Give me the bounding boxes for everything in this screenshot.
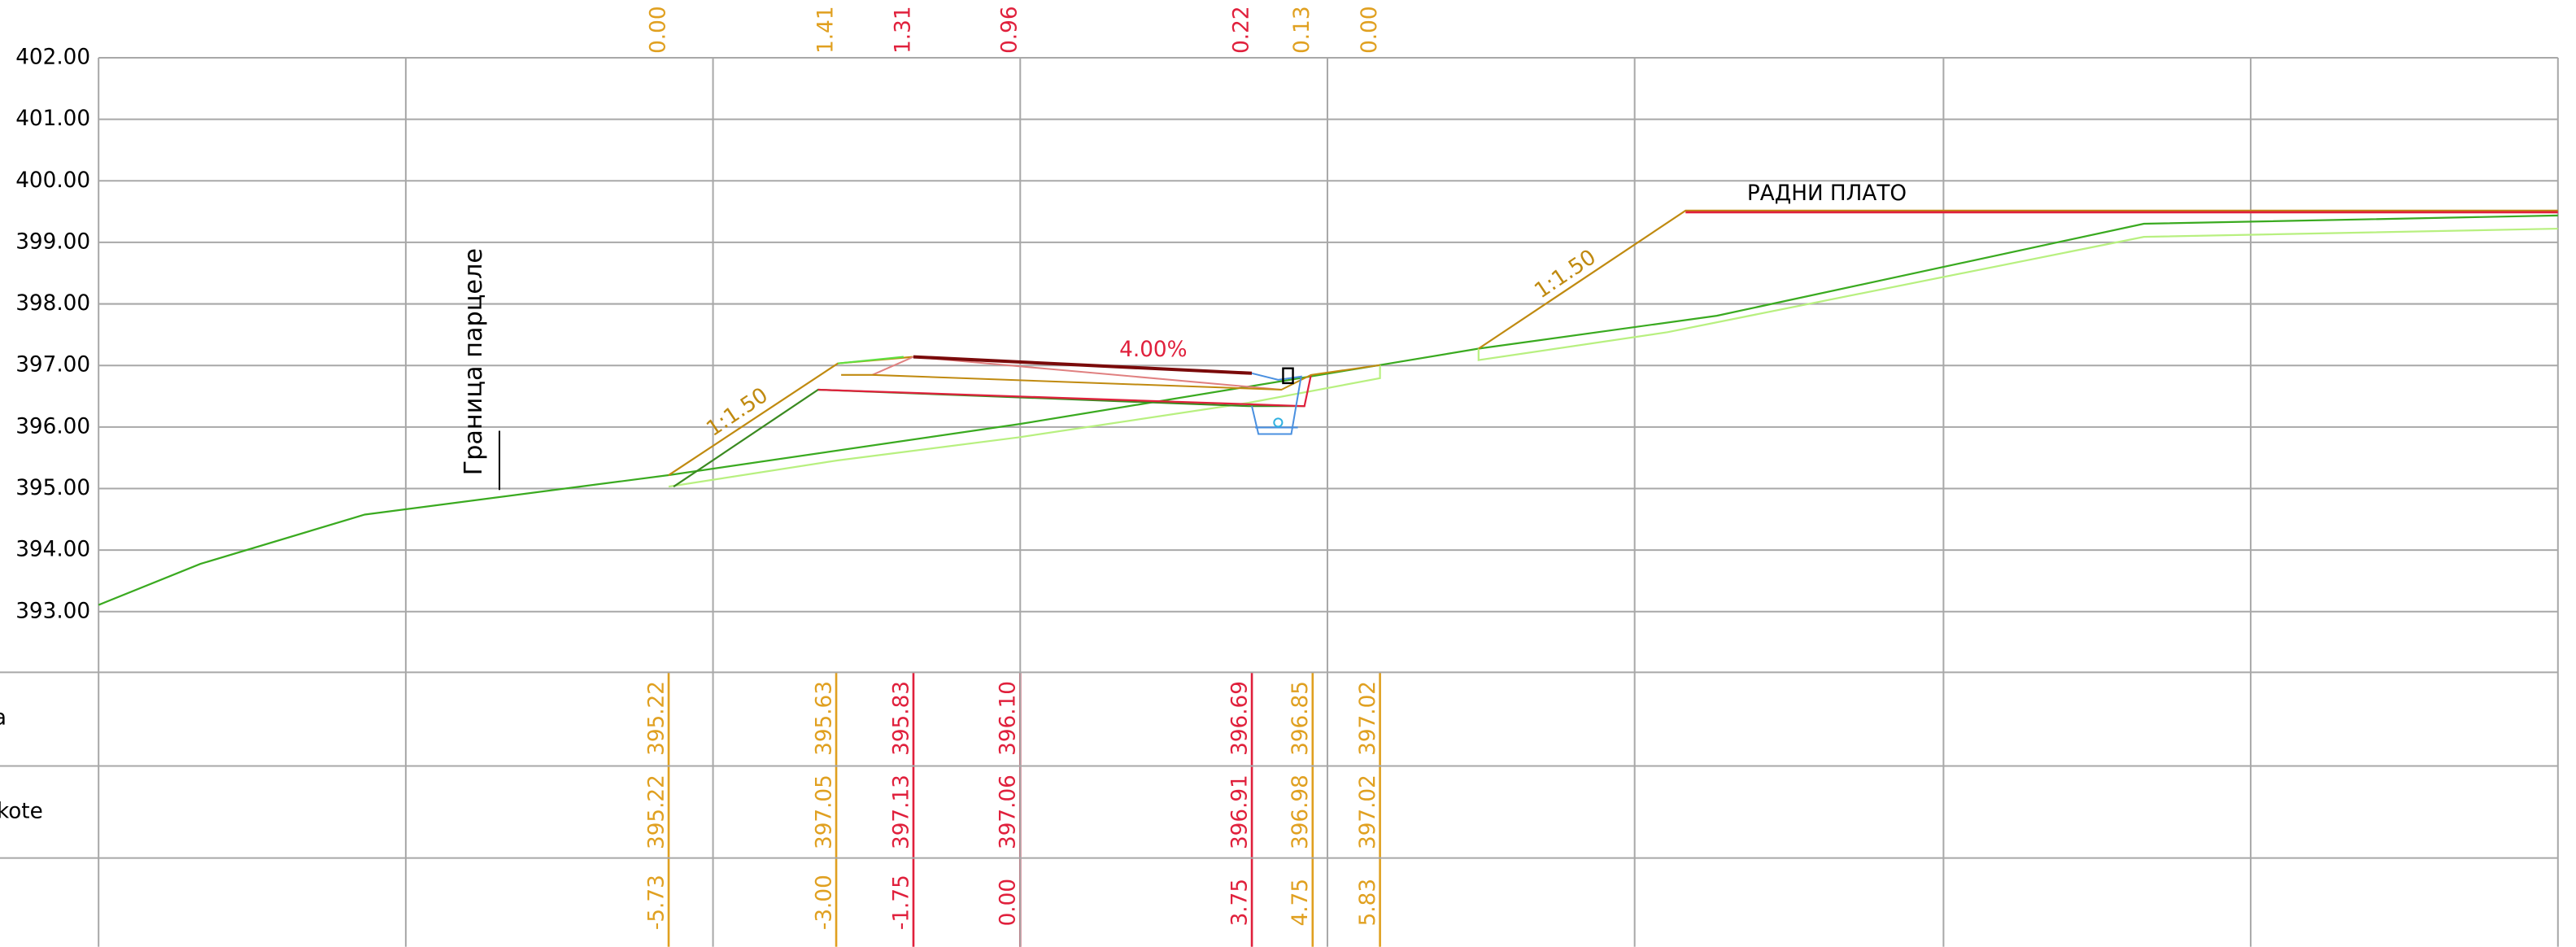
row-value: 0.00 (996, 879, 1021, 926)
top-label: 0.00 (1358, 6, 1382, 53)
layer-2 (841, 364, 1380, 391)
row-value: 396.10 (996, 681, 1021, 756)
ground-lines (98, 209, 2558, 606)
row-value: -1.75 (889, 875, 913, 930)
row-value: 396.69 (1227, 681, 1252, 756)
axis-label: 397.00 (15, 353, 90, 377)
curb (1282, 367, 1294, 385)
row-value: 395.22 (644, 775, 669, 849)
axis-label: 395.00 (15, 476, 90, 500)
row-value: 397.06 (996, 775, 1021, 849)
axis-label: 399.00 (15, 229, 90, 254)
row-value: 396.91 (1227, 775, 1252, 849)
top-label: 1.41 (813, 6, 838, 53)
top-label: 0.96 (998, 6, 1022, 53)
row-value: 396.98 (1288, 775, 1313, 849)
row-value: 395.63 (812, 681, 836, 756)
row-value: 397.02 (1356, 775, 1380, 849)
row-value: 397.02 (1356, 681, 1380, 756)
terrain-lower (668, 364, 1381, 488)
axis-label: 401.00 (15, 107, 90, 131)
row-value: 395.83 (889, 681, 913, 756)
row-value: 5.83 (1356, 879, 1380, 926)
row-value: 3.75 (1227, 879, 1252, 926)
axis-label: 396.00 (15, 414, 90, 439)
top-label: 0.13 (1290, 6, 1314, 53)
axis-label: 393.00 (15, 599, 90, 623)
row-label: kote (0, 800, 43, 824)
top-label: 0.00 (646, 6, 670, 53)
row-value: 4.75 (1288, 879, 1313, 926)
axis-label: 394.00 (15, 538, 90, 562)
slope-right (1478, 209, 2558, 350)
work-plateau: РАДНИ ПЛАТО (1747, 181, 1907, 206)
row-label: a (0, 705, 7, 730)
pavement (913, 355, 1253, 375)
ditch (1251, 372, 1302, 435)
row-value: 396.85 (1288, 681, 1313, 756)
row-value: 397.13 (889, 775, 913, 849)
axis-label: 400.00 (15, 168, 90, 193)
top-green (837, 356, 904, 364)
terrain-lower-right (1477, 227, 2558, 361)
top-label: 0.22 (1229, 6, 1253, 53)
axis-label: 398.00 (15, 291, 90, 316)
axis-label: 402.00 (15, 45, 90, 69)
fill-slope-inner (673, 388, 1305, 488)
row-value: 395.22 (644, 681, 669, 756)
row-value: -3.00 (812, 875, 836, 930)
terrain (98, 214, 2558, 606)
row-value: 397.05 (812, 775, 836, 849)
subgrade (817, 374, 1312, 408)
row-value: -5.73 (644, 875, 669, 930)
pipe (1273, 417, 1284, 428)
parcel-boundary: Граница парцеле (460, 248, 488, 475)
top-label: 1.31 (891, 6, 915, 53)
crossfall: 4.00% (1119, 338, 1187, 362)
